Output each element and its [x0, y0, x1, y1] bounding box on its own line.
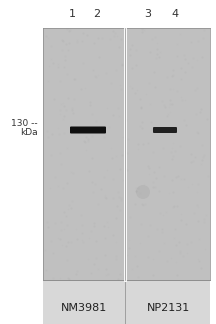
Ellipse shape — [136, 185, 150, 199]
FancyBboxPatch shape — [153, 127, 177, 133]
Text: 130 --: 130 -- — [11, 119, 38, 128]
Text: kDa: kDa — [20, 128, 38, 137]
Text: 2: 2 — [94, 9, 101, 19]
Text: NM3981: NM3981 — [61, 303, 107, 313]
Bar — [43, 280, 125, 324]
Bar — [43, 28, 210, 280]
Text: 4: 4 — [172, 9, 179, 19]
Text: NP2131: NP2131 — [146, 303, 190, 313]
Text: 3: 3 — [145, 9, 151, 19]
Text: 1: 1 — [68, 9, 76, 19]
FancyBboxPatch shape — [70, 126, 106, 133]
Bar — [125, 280, 210, 324]
